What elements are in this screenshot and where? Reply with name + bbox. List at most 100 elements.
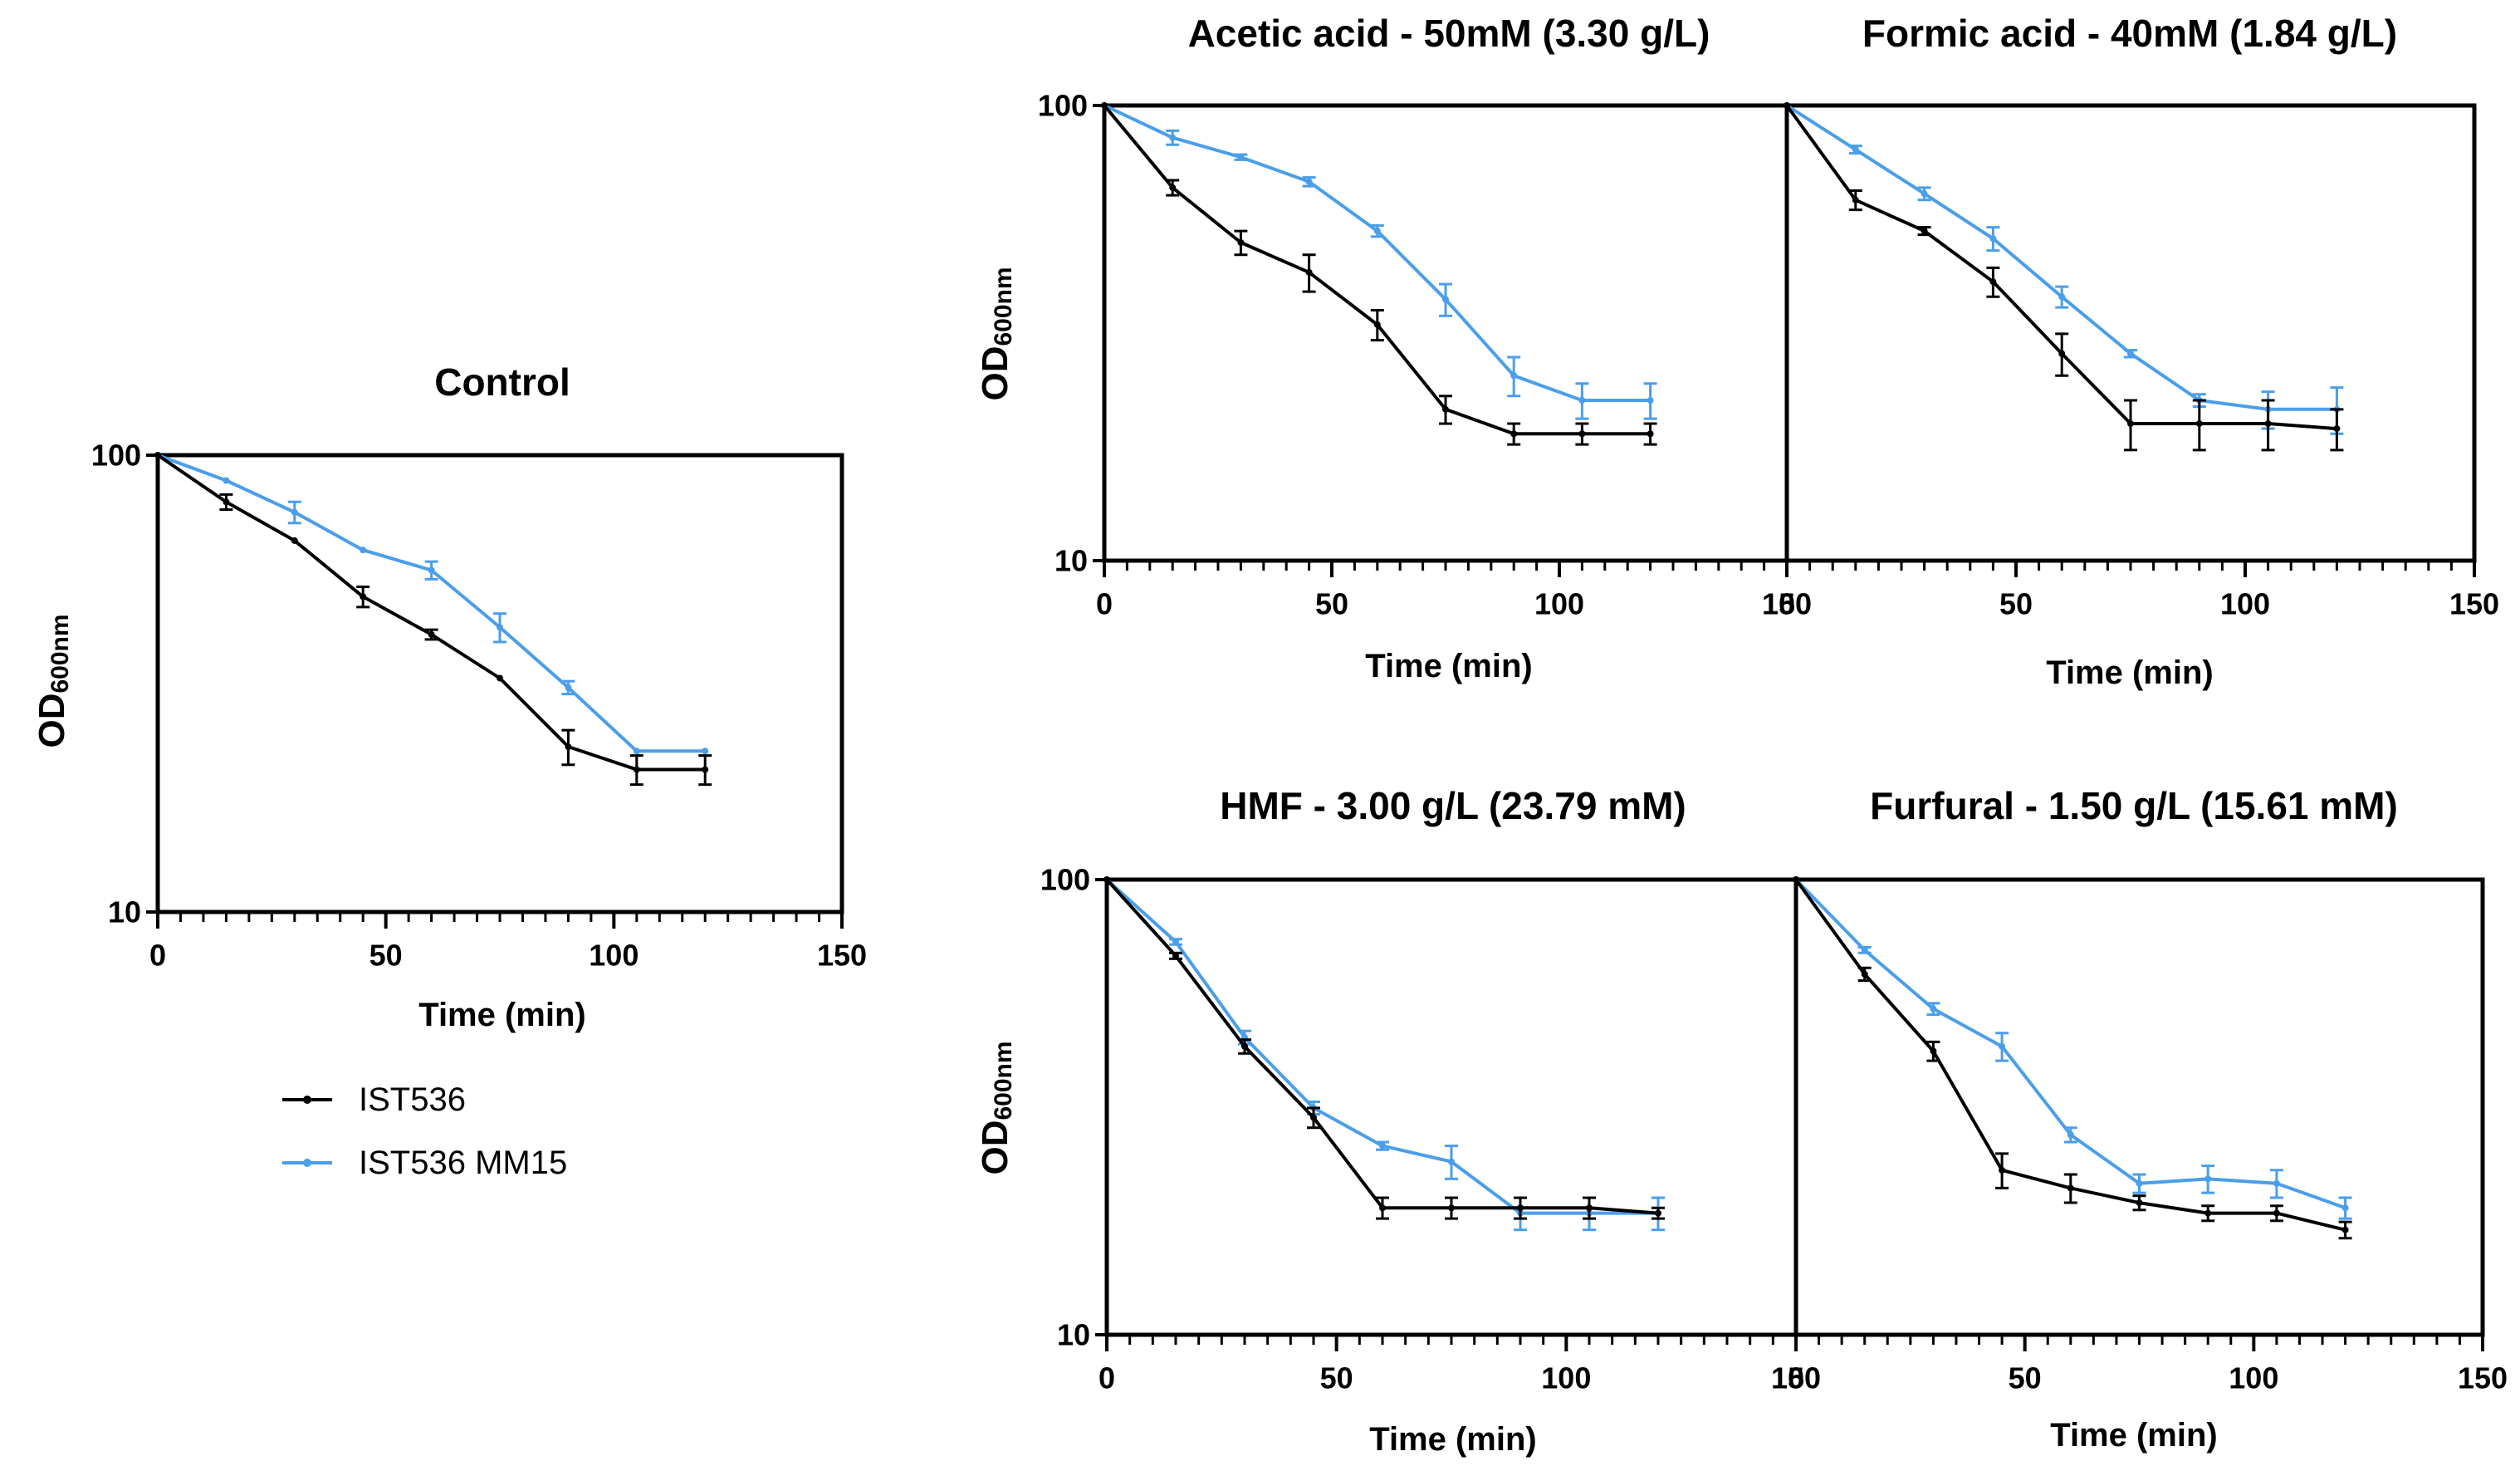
- data-point: [2195, 420, 2203, 428]
- data-point: [2067, 1184, 2074, 1192]
- panel-5: Furfural - 1.50 g/L (15.61 mM) 0 50 100 150 T…: [1788, 784, 2508, 1454]
- panel-4: HMF - 3.00 g/L (23.79 mM)0 50 100 15010100T…: [975, 784, 1822, 1458]
- plot-frame: [1104, 877, 1798, 1337]
- data-point: [702, 748, 709, 755]
- data-point: [428, 630, 435, 638]
- series-line: [1103, 104, 1651, 402]
- data-point: [1373, 321, 1381, 328]
- series-ist536-mm15: [1784, 102, 2344, 435]
- data-point: [1169, 134, 1177, 141]
- data-point: [154, 452, 161, 458]
- data-point: [1305, 268, 1313, 276]
- series-ist536: [1784, 102, 2344, 452]
- data-point: [2127, 350, 2134, 357]
- plot-frame: [1102, 103, 1789, 563]
- data-point: [1655, 1209, 1661, 1217]
- chart-title: Formic acid - 40mM (1.84 g/L): [1862, 12, 2397, 55]
- x-axis-label: Time (min): [2046, 655, 2214, 691]
- data-point: [1852, 196, 1859, 203]
- data-point: [2204, 1209, 2212, 1217]
- x-tick-label: 0: [1099, 1361, 1115, 1395]
- y-axis-label: OD600nm: [975, 267, 1017, 400]
- y-axis-label: OD600nm: [32, 614, 74, 748]
- data-point: [1379, 1204, 1386, 1212]
- data-point: [1921, 190, 1928, 198]
- y-tick-label: 100: [1040, 863, 1090, 897]
- data-point: [1442, 296, 1449, 303]
- x-tick-label: 150: [2449, 587, 2499, 621]
- series-line: [1794, 878, 2346, 1210]
- data-point: [1586, 1204, 1593, 1212]
- x-tick-label: 150: [1762, 587, 1812, 621]
- plot-frame: [1784, 103, 2477, 563]
- data-point: [1241, 1042, 1248, 1050]
- data-point: [1442, 405, 1449, 413]
- data-point: [2341, 1204, 2349, 1212]
- series-ist536-mm15: [1101, 102, 1657, 420]
- x-tick-label: 100: [1534, 587, 1584, 621]
- x-axis-label: Time (min): [2050, 1417, 2218, 1454]
- data-point: [1999, 1042, 2006, 1050]
- plot-frame: [155, 453, 844, 914]
- data-point: [1784, 102, 1790, 109]
- x-tick-label: 100: [1541, 1361, 1591, 1395]
- series-line: [1105, 878, 1659, 1215]
- data-point: [1861, 970, 1868, 978]
- series-line: [1103, 104, 1651, 436]
- legend-marker: [303, 1159, 311, 1167]
- data-point: [291, 537, 298, 544]
- data-point: [1852, 146, 1859, 154]
- chart-title: Acetic acid - 50mM (3.30 g/L): [1188, 12, 1710, 55]
- x-tick-label: 50: [1320, 1361, 1353, 1395]
- x-tick-label: 150: [1771, 1361, 1821, 1395]
- x-tick-label: 50: [2009, 1361, 2042, 1395]
- x-tick-label: 150: [817, 939, 867, 973]
- data-point: [1989, 235, 1997, 243]
- series-ist536: [1793, 876, 2352, 1240]
- data-point: [2058, 293, 2066, 301]
- data-point: [1379, 1142, 1386, 1150]
- x-axis-label: Time (min): [418, 997, 586, 1033]
- series-ist536-mm15: [154, 452, 709, 755]
- data-point: [2127, 420, 2134, 428]
- legend-marker: [303, 1096, 311, 1104]
- x-tick-label: 50: [369, 939, 403, 973]
- data-point: [291, 508, 298, 516]
- data-point: [1172, 938, 1179, 945]
- y-axis-label: OD600nm: [975, 1041, 1017, 1174]
- series-ist536-mm15: [1793, 876, 2352, 1220]
- data-point: [2204, 1175, 2212, 1183]
- x-axis-label: Time (min): [1365, 648, 1533, 684]
- x-tick-label: 0: [149, 939, 166, 973]
- data-point: [223, 498, 230, 506]
- series-line: [157, 454, 706, 753]
- data-point: [428, 566, 435, 574]
- data-point: [1101, 102, 1108, 109]
- series-ist536: [154, 452, 712, 787]
- data-point: [360, 547, 367, 554]
- data-point: [1448, 1158, 1455, 1165]
- chart-title: Control: [434, 360, 570, 404]
- data-point: [702, 766, 709, 773]
- chart-title: Furfural - 1.50 g/L (15.61 mM): [1870, 784, 2398, 827]
- x-axis-label: Time (min): [1369, 1421, 1537, 1458]
- data-point: [2341, 1226, 2349, 1233]
- series-ist536: [1103, 876, 1665, 1220]
- data-point: [1578, 430, 1586, 438]
- data-point: [2058, 350, 2066, 357]
- data-point: [1237, 154, 1245, 161]
- data-point: [1578, 397, 1586, 404]
- legend-item: IST536 MM15: [282, 1145, 567, 1181]
- series-ist536-mm15: [1103, 876, 1665, 1232]
- data-point: [1172, 952, 1179, 959]
- y-tick-label: 10: [1054, 544, 1088, 578]
- plot-frame: [1793, 877, 2485, 1337]
- data-point: [2273, 1209, 2280, 1217]
- data-point: [1989, 278, 1997, 286]
- data-point: [1310, 1114, 1317, 1121]
- y-tick-label: 100: [91, 439, 141, 473]
- x-tick-label: 0: [1788, 1361, 1804, 1395]
- series-ist536: [1101, 102, 1657, 446]
- x-tick-label: 0: [1096, 587, 1113, 621]
